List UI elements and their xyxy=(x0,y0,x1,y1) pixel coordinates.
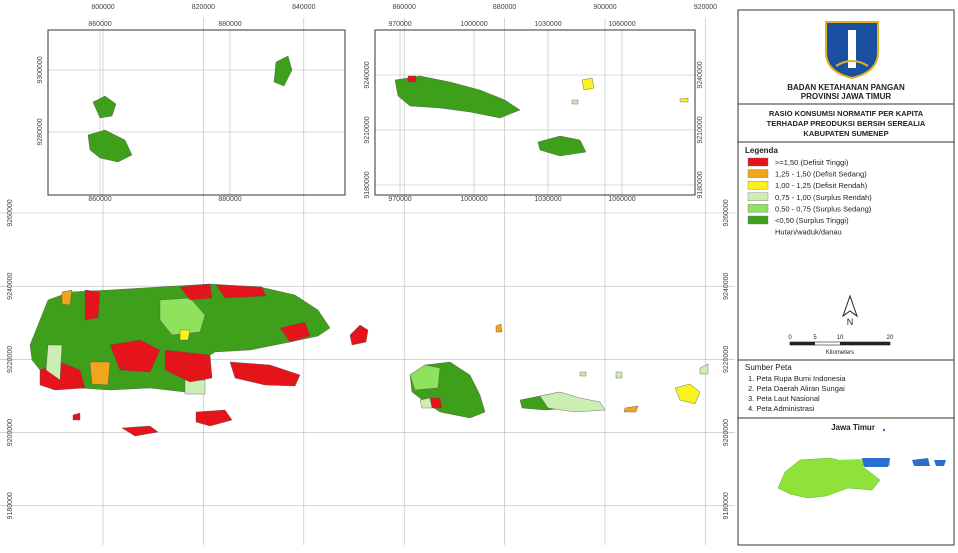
region xyxy=(572,100,578,104)
y-coordinate: 9240000 xyxy=(7,272,14,299)
source-item: 4. Peta Administrasi xyxy=(748,404,815,413)
x-coordinate: 1060000 xyxy=(608,21,635,28)
x-coordinate: 880000 xyxy=(218,21,241,28)
scale-tick: 20 xyxy=(887,335,894,341)
y-coordinate: 9260000 xyxy=(723,199,730,226)
x-coordinate: 860000 xyxy=(88,21,111,28)
legend-title: Legenda xyxy=(745,146,778,155)
scale-segment xyxy=(840,342,890,345)
x-coordinate: 970000 xyxy=(388,196,411,203)
legend-label: >=1,50 (Defisit Tinggi) xyxy=(775,158,849,167)
legend-label: 1,25 - 1,50 (Defisit Sedang) xyxy=(775,170,867,179)
y-coordinate: 9200000 xyxy=(723,419,730,446)
x-coordinate: 820000 xyxy=(192,4,215,11)
region xyxy=(616,372,622,378)
scale-tick: 10 xyxy=(837,335,844,341)
region xyxy=(90,362,110,385)
region xyxy=(62,290,72,305)
map-title: TERHADAP PREODUKSI BERSIH SEREALIA xyxy=(767,119,926,128)
y-coordinate: 9180000 xyxy=(697,171,704,198)
y-coordinate: 9260000 xyxy=(7,199,14,226)
x-coordinate: 1030000 xyxy=(534,21,561,28)
legend-swatch xyxy=(748,158,768,166)
scale-segment xyxy=(790,342,815,345)
x-coordinate: 840000 xyxy=(292,4,315,11)
x-coordinate: 1060000 xyxy=(608,196,635,203)
legend-label: 0,75 - 1,00 (Surplus Rendah) xyxy=(775,193,872,202)
y-coordinate: 9200000 xyxy=(7,419,14,446)
legend-swatch xyxy=(748,228,768,236)
legend-label: 1,00 - 1,25 (Defisit Rendah) xyxy=(775,181,868,190)
legend-swatch xyxy=(748,193,768,201)
y-coordinate: 9220000 xyxy=(7,346,14,373)
x-coordinate: 1000000 xyxy=(460,21,487,28)
sources-title: Sumber Peta xyxy=(745,363,792,372)
source-item: 1. Peta Rupa Bumi Indonesia xyxy=(748,374,846,383)
province: PROVINSI JAWA TIMUR xyxy=(801,92,892,101)
region xyxy=(420,398,432,408)
legend-swatch xyxy=(748,170,768,178)
map-page: 800000 820000 840000 860000 880000 900000 9200… xyxy=(0,0,958,553)
y-coordinate: 9210000 xyxy=(697,116,704,143)
region xyxy=(408,76,416,82)
legend-swatch xyxy=(748,181,768,189)
region xyxy=(216,285,266,298)
x-coordinate: 1000000 xyxy=(460,196,487,203)
source-item: 3. Peta Laut Nasional xyxy=(748,394,820,403)
x-coordinate: 800000 xyxy=(91,4,114,11)
y-coordinate: 9180000 xyxy=(7,492,14,519)
x-coordinate: 1030000 xyxy=(534,196,561,203)
y-coordinate: 9240000 xyxy=(723,272,730,299)
map-title: KABUPATEN SUMENEP xyxy=(803,129,888,138)
scale-unit: Kilometers xyxy=(826,350,854,356)
legend-label: 0,50 - 0,75 (Surplus Sedang) xyxy=(775,204,872,213)
region xyxy=(582,78,594,90)
map-title: RASIO KONSUMSI NORMATIF PER KAPITA xyxy=(769,109,924,118)
x-coordinate: 860000 xyxy=(393,4,416,11)
region xyxy=(180,330,190,340)
agency: BADAN KETAHANAN PANGAN xyxy=(787,83,905,92)
legend-label: Hutan/waduk/danau xyxy=(775,228,842,237)
region xyxy=(85,290,100,320)
region xyxy=(185,380,205,394)
legend-swatch xyxy=(748,216,768,224)
y-coordinate: 9210000 xyxy=(364,116,371,143)
x-coordinate: 920000 xyxy=(694,4,717,11)
legend-label: <0,50 (Surplus Tinggi) xyxy=(775,216,849,225)
x-coordinate: 880000 xyxy=(493,4,516,11)
y-coordinate: 9300000 xyxy=(37,56,44,83)
y-coordinate: 9180000 xyxy=(723,492,730,519)
north-label: N xyxy=(847,317,854,327)
y-coordinate: 9240000 xyxy=(697,61,704,88)
locator-title: Jawa Timur xyxy=(831,423,875,432)
x-coordinate: 900000 xyxy=(593,4,616,11)
x-coordinate: 880000 xyxy=(218,196,241,203)
source-item: 2. Peta Daerah Aliran Sungai xyxy=(748,384,845,393)
y-coordinate: 9280000 xyxy=(37,118,44,145)
region xyxy=(580,372,586,376)
logo xyxy=(826,22,878,78)
y-coordinate: 9220000 xyxy=(723,346,730,373)
y-coordinate: 9240000 xyxy=(364,61,371,88)
y-coordinate: 9180000 xyxy=(364,171,371,198)
x-coordinate: 860000 xyxy=(88,196,111,203)
x-coordinate: 970000 xyxy=(388,21,411,28)
legend-swatch xyxy=(748,204,768,212)
